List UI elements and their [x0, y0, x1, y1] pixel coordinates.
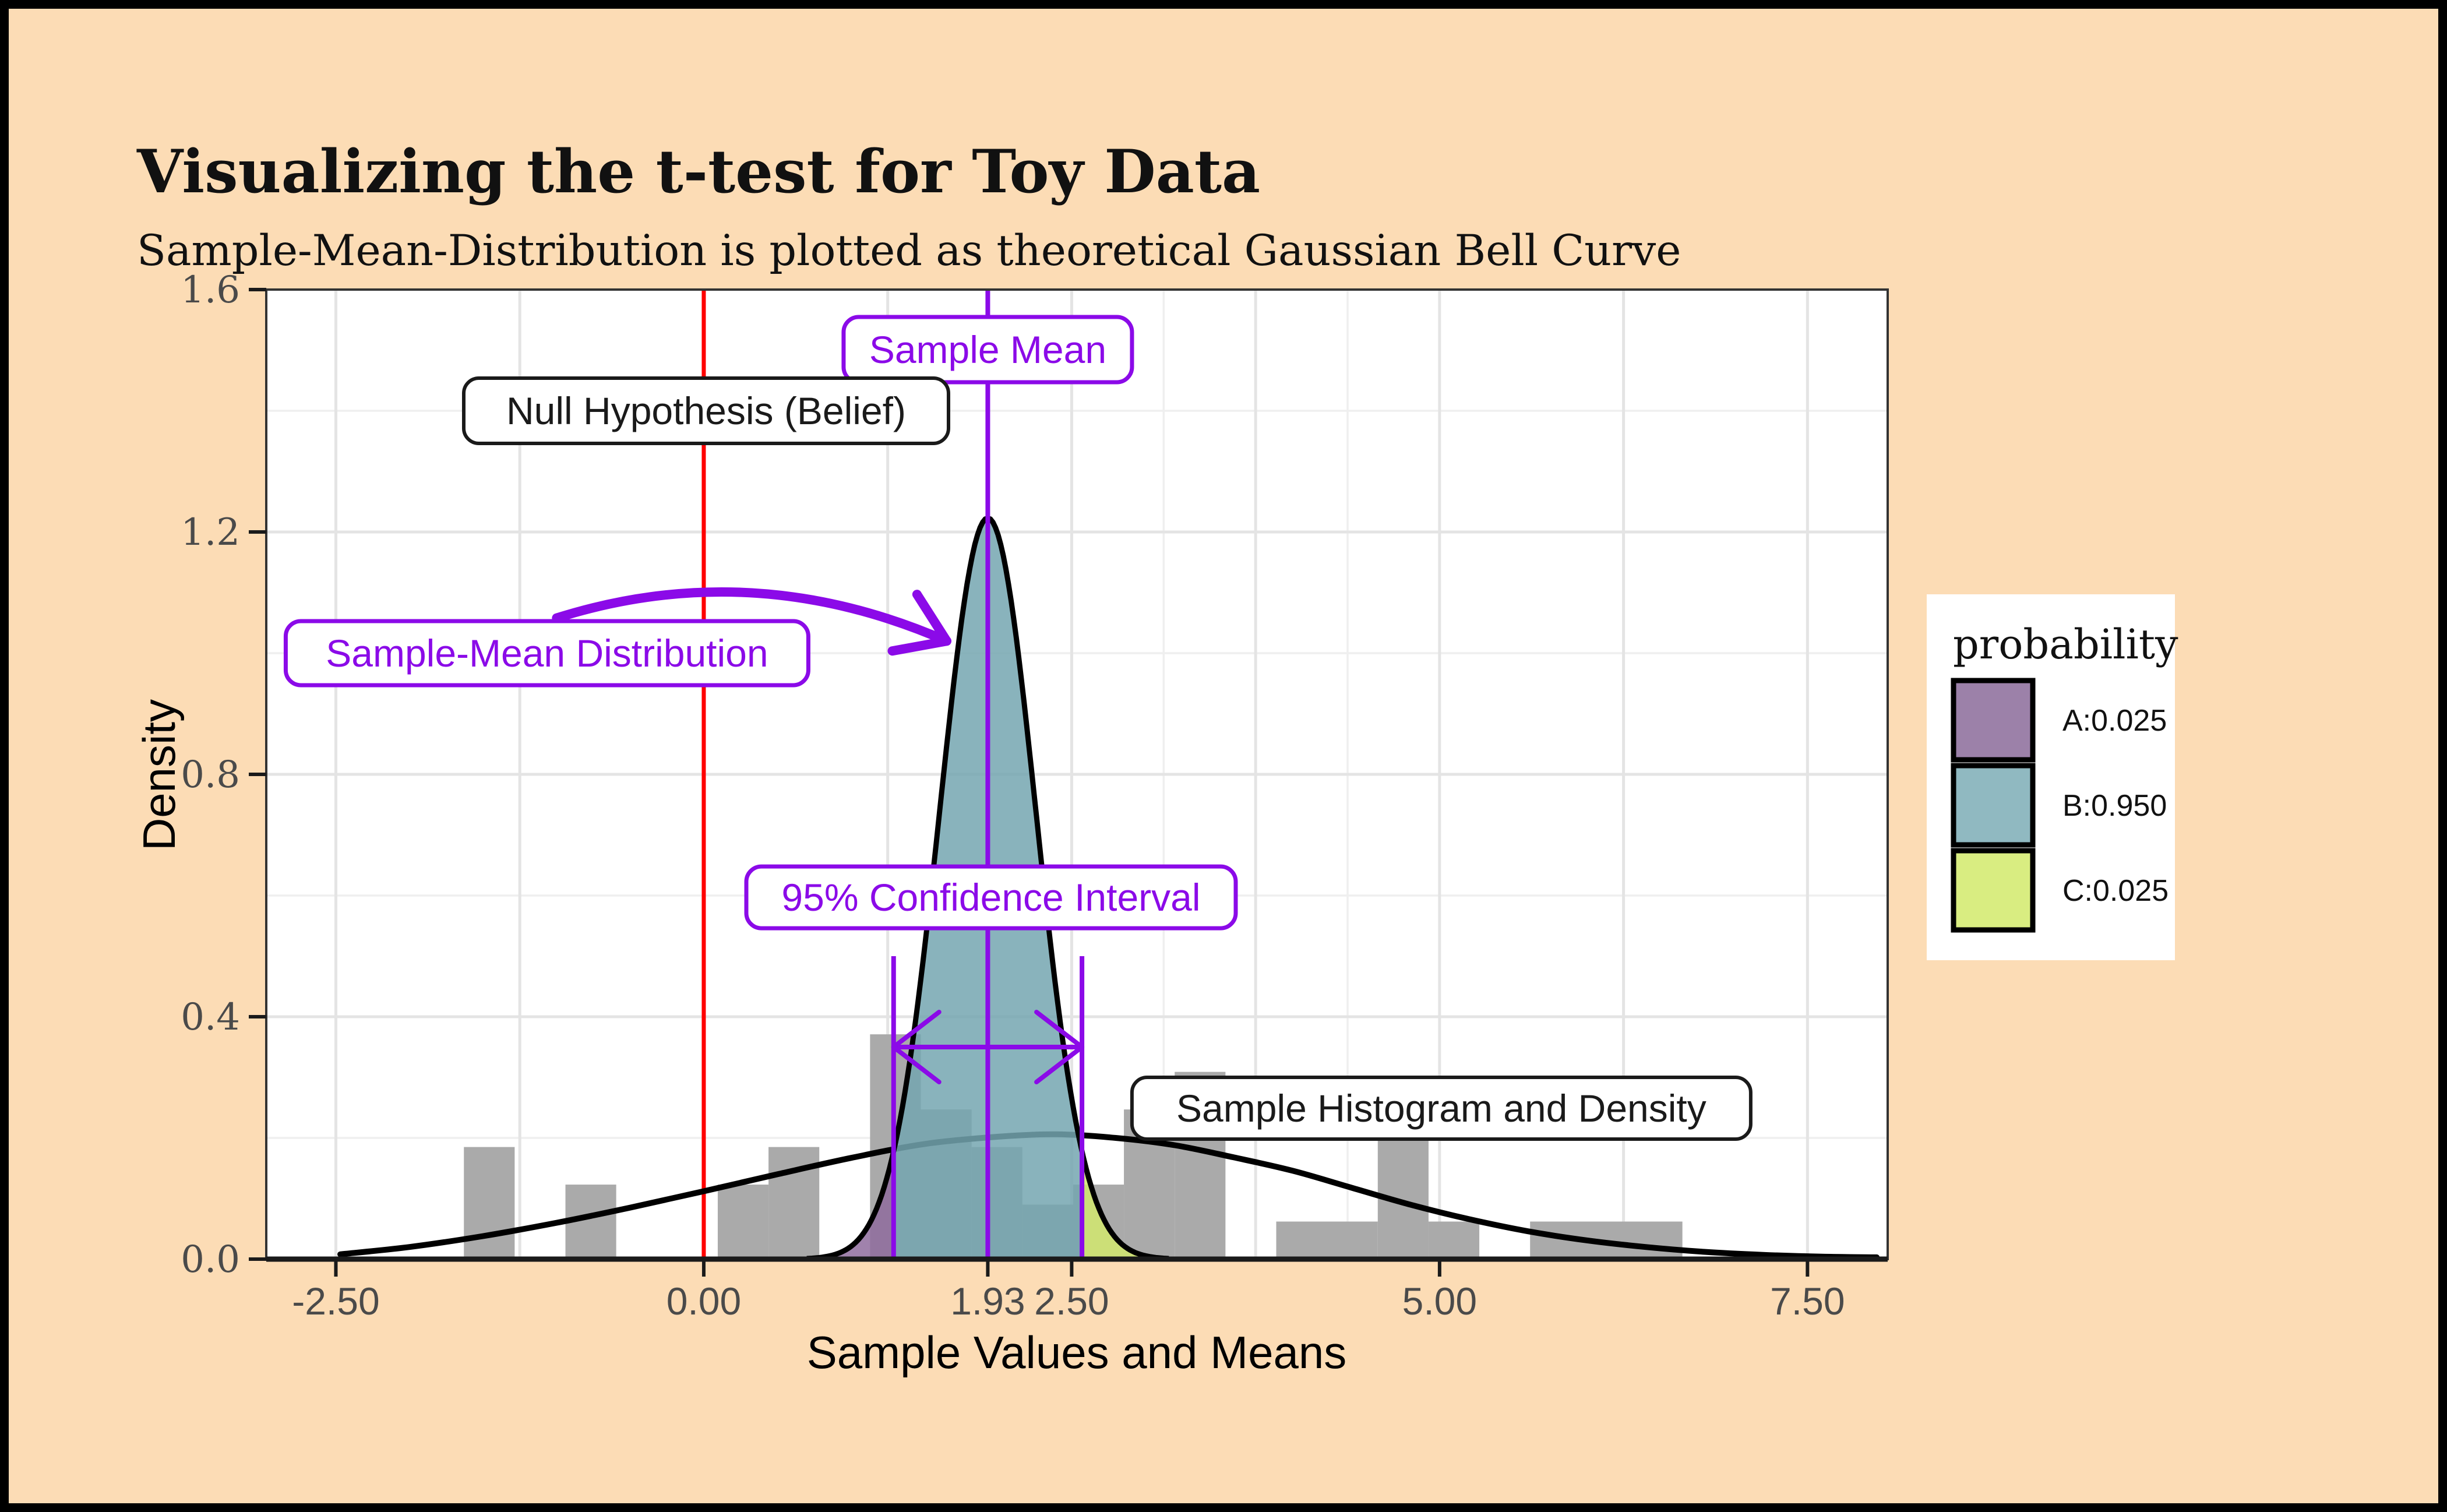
- ci-arrowhead: [891, 1045, 942, 1084]
- sample-histogram-label-box: [1130, 1076, 1753, 1141]
- confidence-interval-label: 95% Confidence Interval: [744, 864, 1238, 931]
- pointer-arrow-shaft: [552, 587, 951, 646]
- bell-region-C: [1082, 1151, 1169, 1259]
- plot-area: Sample Mean Null Hypothesis (Belief) Sampl…: [181, 269, 1889, 1323]
- y-axis-title: Density: [133, 699, 185, 851]
- x-tick-label: 0.00: [667, 1280, 741, 1323]
- x-tick-label: 5.00: [1402, 1280, 1477, 1323]
- sample-mean-distribution-label-text: Sample-Mean Distribution: [326, 632, 768, 675]
- sample-histogram-label: Sample Histogram and Density: [1130, 1076, 1753, 1141]
- legend-swatch-1: [1951, 678, 2036, 763]
- histogram-bar: [464, 1147, 515, 1259]
- legend: probability A:0.025 B:0.950 C:0.025: [1927, 594, 2178, 960]
- y-tick-label: 0.0: [181, 1238, 240, 1281]
- null-hypothesis-label-text: Null Hypothesis (Belief): [506, 389, 906, 432]
- x-tick-label: 7.50: [1770, 1280, 1845, 1323]
- chart-subtitle: Sample-Mean-Distribution is plotted as t…: [137, 226, 1681, 276]
- y-tick-label: 1.2: [181, 511, 240, 554]
- null-hypothesis-label-box: [461, 376, 950, 445]
- confidence-interval-label-box: [744, 864, 1238, 931]
- chart-title: Visualizing the t-test for Toy Data: [136, 137, 1260, 207]
- sample-mean-label-text: Sample Mean: [869, 328, 1106, 371]
- x-tick-label: 2.50: [1034, 1280, 1109, 1323]
- x-tick-label: -2.50: [292, 1280, 379, 1323]
- sample-mean-distribution-label-box: [283, 619, 810, 688]
- y-tick-label: 1.6: [181, 269, 240, 312]
- histogram-bar: [717, 1185, 769, 1259]
- y-tick-label: 0.8: [181, 753, 240, 796]
- legend-swatch-2: [1951, 763, 2036, 848]
- null-hypothesis-label: Null Hypothesis (Belief): [461, 376, 950, 445]
- confidence-interval-label-text: 95% Confidence Interval: [781, 876, 1200, 919]
- sample-histogram-label-text: Sample Histogram and Density: [1176, 1087, 1706, 1130]
- sample-mean-distribution-label: Sample-Mean Distribution: [283, 619, 810, 688]
- y-tick-label: 0.4: [181, 996, 240, 1039]
- sample-density-curve: [337, 1131, 1880, 1260]
- pointer-arrowhead: [887, 636, 951, 656]
- x-axis-title: Sample Values and Means: [807, 1327, 1346, 1378]
- histogram-bar: [1276, 1221, 1378, 1259]
- ci-arrowhead: [1034, 1010, 1085, 1049]
- sample-mean-label: Sample Mean: [841, 315, 1134, 385]
- bell-region-A: [806, 1151, 894, 1259]
- ci-arrowhead: [891, 1010, 942, 1049]
- legend-label-3: C:0.025: [2062, 874, 2169, 908]
- legend-label-1: A:0.025: [2062, 704, 2167, 738]
- legend-swatch-3: [1951, 848, 2036, 933]
- sample-mean-label-box: [841, 315, 1134, 385]
- x-tick-label: 1.93: [950, 1280, 1025, 1323]
- ci-arrowhead: [1034, 1045, 1085, 1084]
- legend-label-2: B:0.950: [2062, 789, 2167, 823]
- legend-title: probability: [1953, 621, 2178, 668]
- histogram-bar: [1428, 1221, 1480, 1259]
- pointer-arrowhead: [912, 590, 951, 646]
